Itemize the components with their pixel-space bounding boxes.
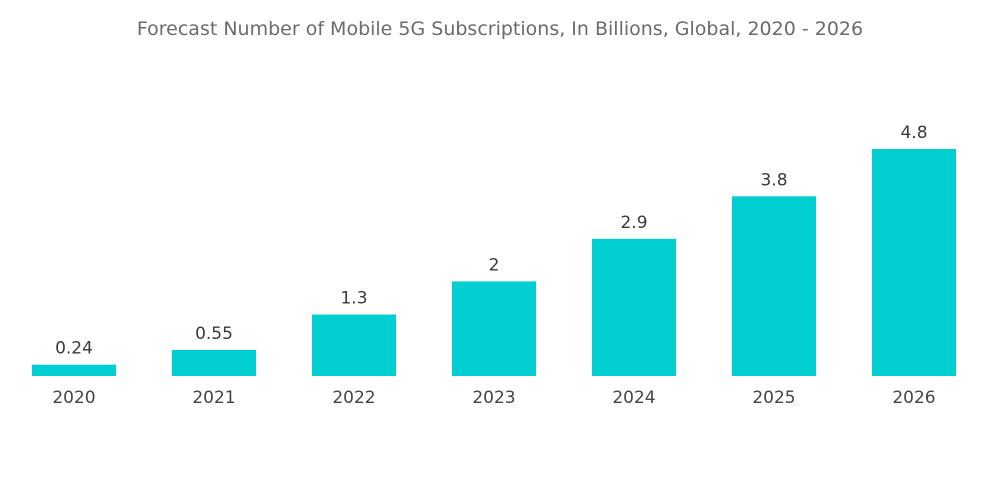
bar-2020 <box>32 364 116 376</box>
data-label-2020: 0.24 <box>55 339 93 359</box>
bar-2025 <box>732 196 816 376</box>
x-tick-label-2022: 2022 <box>332 388 375 408</box>
data-label-2022: 1.3 <box>340 289 367 309</box>
data-label-2021: 0.55 <box>195 324 233 344</box>
x-tick-label-2020: 2020 <box>52 388 95 408</box>
bar-2021 <box>172 349 256 376</box>
chart-title: Forecast Number of Mobile 5G Subscriptio… <box>136 18 864 40</box>
x-tick-label-2023: 2023 <box>472 388 515 408</box>
data-label-2024: 2.9 <box>620 213 647 233</box>
x-tick-label-2026: 2026 <box>892 388 935 408</box>
x-tick-label-2021: 2021 <box>192 388 235 408</box>
bar-2022 <box>312 314 396 376</box>
x-tick-label-2024: 2024 <box>612 388 655 408</box>
x-tick-label-2025: 2025 <box>752 388 795 408</box>
bar-2026 <box>872 149 956 376</box>
data-label-2023: 2 <box>489 255 500 275</box>
bar-2023 <box>452 281 536 376</box>
data-label-2026: 4.8 <box>900 123 927 143</box>
bar-2024 <box>592 238 676 376</box>
data-label-2025: 3.8 <box>760 170 787 190</box>
